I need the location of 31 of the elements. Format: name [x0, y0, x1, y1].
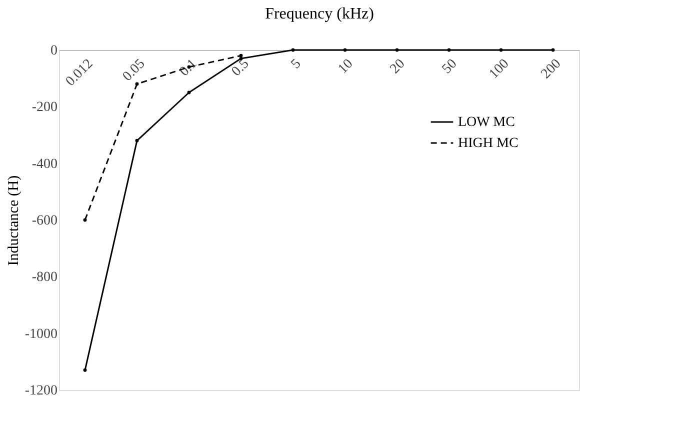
y-tick-label: -800 — [32, 270, 58, 286]
y-tick-label: -600 — [32, 214, 58, 228]
y-axis-title: Inductance (H) — [6, 175, 22, 266]
point — [499, 48, 503, 52]
point — [291, 48, 295, 52]
point — [447, 48, 451, 52]
x-tick-label: 50 — [440, 56, 460, 78]
x-axis-title: Frequency (kHz) — [265, 6, 374, 22]
y-tick-label: -1000 — [24, 326, 58, 342]
y-tick-label: 0 — [50, 44, 58, 58]
point — [239, 54, 243, 58]
legend-label: HIGH MC — [458, 136, 518, 151]
point — [187, 90, 191, 94]
y-tick-label: -1200 — [24, 384, 58, 398]
x-tick-label: 0.5 — [229, 56, 252, 80]
point — [135, 138, 139, 142]
point — [551, 48, 555, 52]
x-tick-label: 100 — [486, 56, 512, 82]
y-tick-label: -200 — [32, 100, 58, 116]
point — [83, 368, 87, 372]
x-tick-label: 0.05 — [120, 56, 148, 84]
point — [395, 48, 399, 52]
x-tick-label: 200 — [538, 56, 564, 82]
x-tick-label: 10 — [336, 56, 356, 78]
x-tick-label: 5 — [288, 56, 304, 72]
point — [83, 218, 87, 222]
x-tick-label: 20 — [388, 56, 408, 78]
y-tick-label: -400 — [32, 156, 58, 172]
point — [135, 82, 139, 86]
point — [343, 48, 347, 52]
legend-label: LOW MC — [458, 115, 515, 130]
